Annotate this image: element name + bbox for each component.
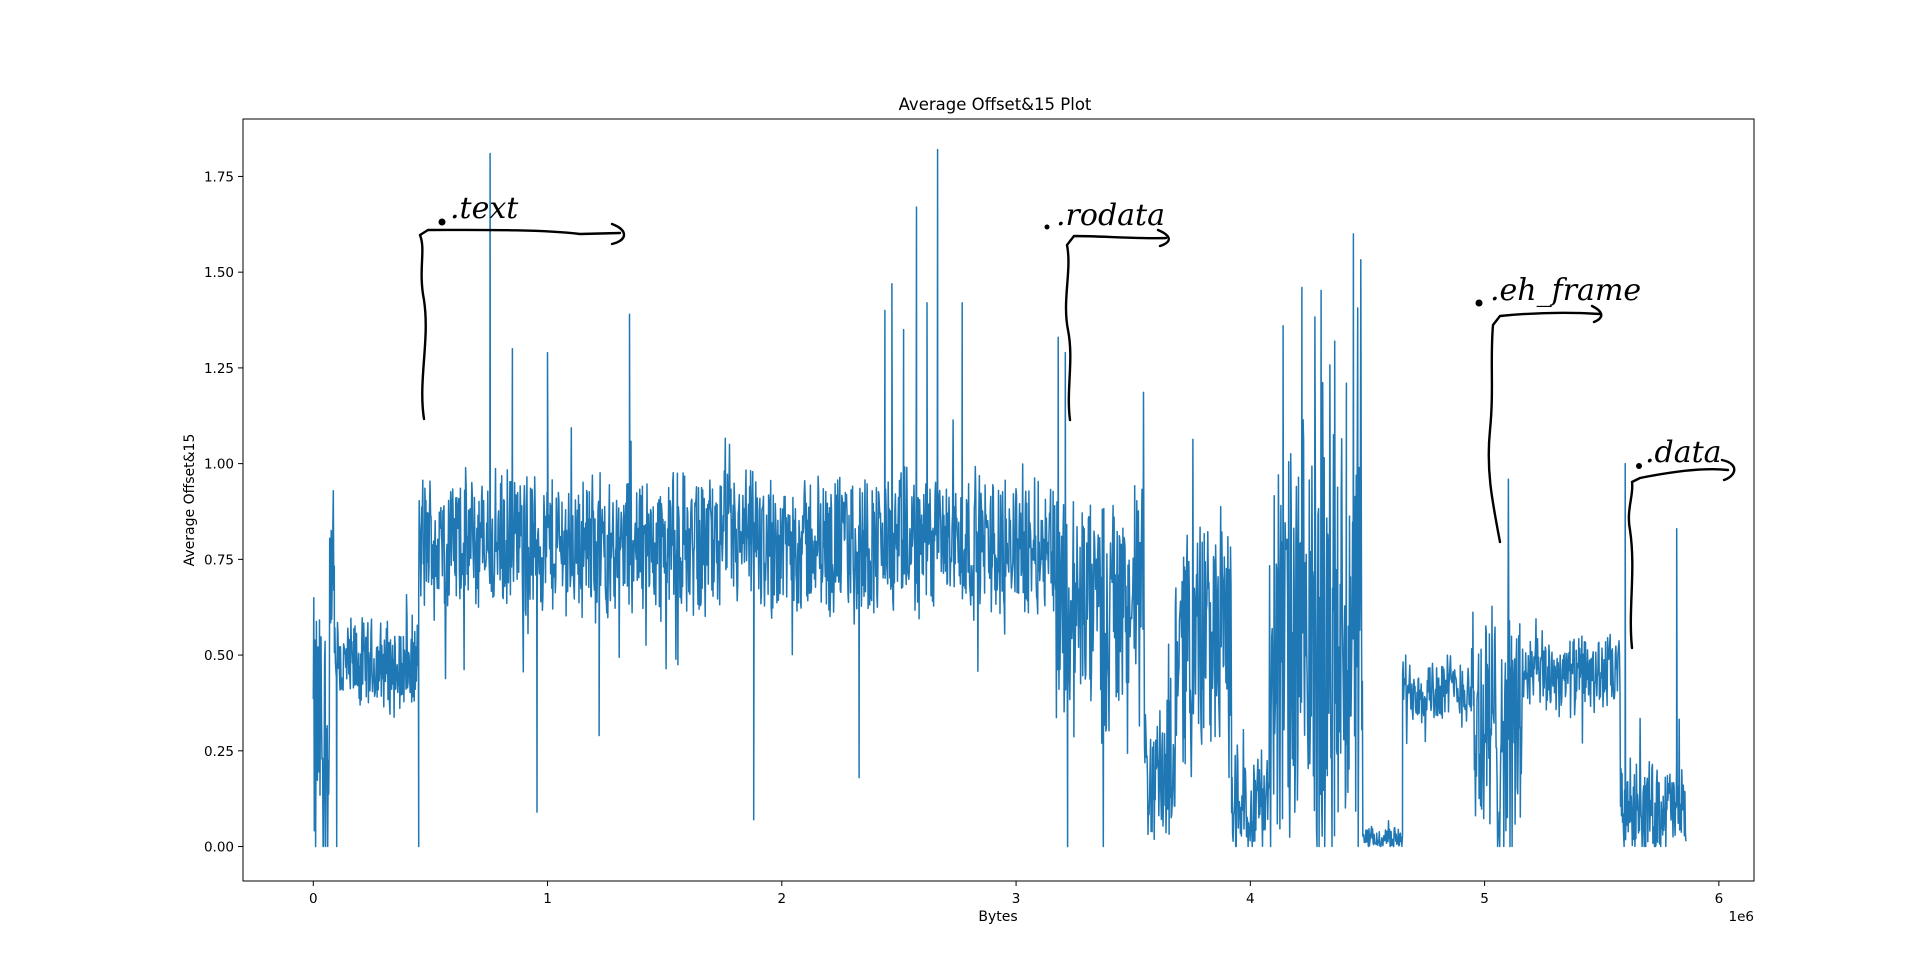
x-tick-label: 2 xyxy=(778,891,787,907)
annotation-label-text: .text xyxy=(450,191,519,226)
plot-frame xyxy=(242,118,1755,882)
annotation-rodata-section: .rodata xyxy=(1044,198,1170,422)
y-tick-label: 1.25 xyxy=(204,361,234,377)
annotation-dot xyxy=(438,218,446,226)
annotation-text-section: .text xyxy=(418,191,626,421)
x-tick-label: 0 xyxy=(309,891,318,907)
series-line xyxy=(312,148,1687,848)
x-tick-label: 5 xyxy=(1480,891,1489,907)
y-axis: 0.00 0.25 0.50 0.75 1.00 1.25 1.50 1.75 xyxy=(204,169,243,856)
y-tick-label: 1.00 xyxy=(204,457,234,473)
y-tick-label: 1.75 xyxy=(204,169,234,185)
annotation-bracket-text xyxy=(418,222,626,421)
x-axis-offset-label: 1e6 xyxy=(1729,909,1754,925)
y-tick-label: 0.75 xyxy=(204,552,234,568)
annotation-eh-frame-section: .eh_frame xyxy=(1475,273,1641,544)
annotation-data-section: .data xyxy=(1627,435,1736,650)
series-layer xyxy=(312,148,1687,848)
annotation-dot xyxy=(1636,463,1642,469)
x-tick-label: 3 xyxy=(1012,891,1021,907)
y-axis-title: Average Offset&15 xyxy=(182,434,198,567)
x-tick-label: 1 xyxy=(543,891,552,907)
annotation-dot xyxy=(1044,224,1050,230)
annotation-dot xyxy=(1475,299,1483,307)
x-axis: 0 1 2 3 4 5 6 xyxy=(309,881,1723,907)
annotation-label-data: .data xyxy=(1645,435,1722,470)
annotation-label-eh-frame: .eh_frame xyxy=(1490,273,1641,308)
annotation-label-rodata: .rodata xyxy=(1056,198,1165,233)
annotation-bracket-rodata xyxy=(1064,228,1170,422)
x-tick-label: 4 xyxy=(1246,891,1255,907)
x-axis-title: Bytes xyxy=(978,909,1017,925)
x-tick-label: 6 xyxy=(1715,891,1724,907)
y-tick-label: 0.25 xyxy=(204,744,234,760)
chart-title: Average Offset&15 Plot xyxy=(899,95,1092,114)
y-tick-label: 1.50 xyxy=(204,265,234,281)
y-tick-label: 0.00 xyxy=(204,840,234,856)
annotation-bracket-data xyxy=(1627,458,1736,650)
annotation-bracket-eh-frame xyxy=(1487,304,1603,544)
y-tick-label: 0.50 xyxy=(204,648,234,664)
